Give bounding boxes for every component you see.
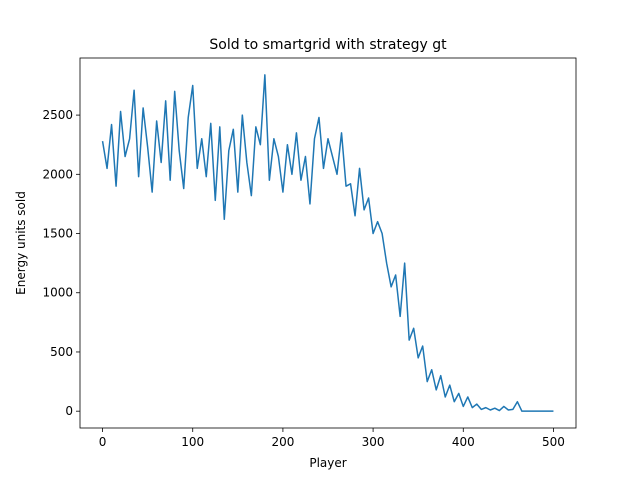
x-tick-label: 200 [271, 435, 294, 449]
x-tick-label: 100 [181, 435, 204, 449]
y-tick-label: 2500 [42, 108, 73, 122]
y-tick-label: 500 [50, 345, 73, 359]
chart-title: Sold to smartgrid with strategy gt [209, 37, 447, 53]
x-tick-label: 400 [452, 435, 475, 449]
x-tick-label: 500 [542, 435, 565, 449]
x-tick-label: 300 [362, 435, 385, 449]
y-tick-label: 1500 [42, 227, 73, 241]
data-line [101, 74, 554, 412]
x-tick-label: 0 [99, 435, 107, 449]
y-tick-label: 0 [65, 404, 73, 418]
y-tick-label: 2000 [42, 167, 73, 181]
plot-frame [79, 57, 577, 429]
y-axis-label: Energy units sold [14, 191, 28, 295]
x-axis-label: Player [309, 456, 346, 470]
y-tick-label: 1000 [42, 286, 73, 300]
